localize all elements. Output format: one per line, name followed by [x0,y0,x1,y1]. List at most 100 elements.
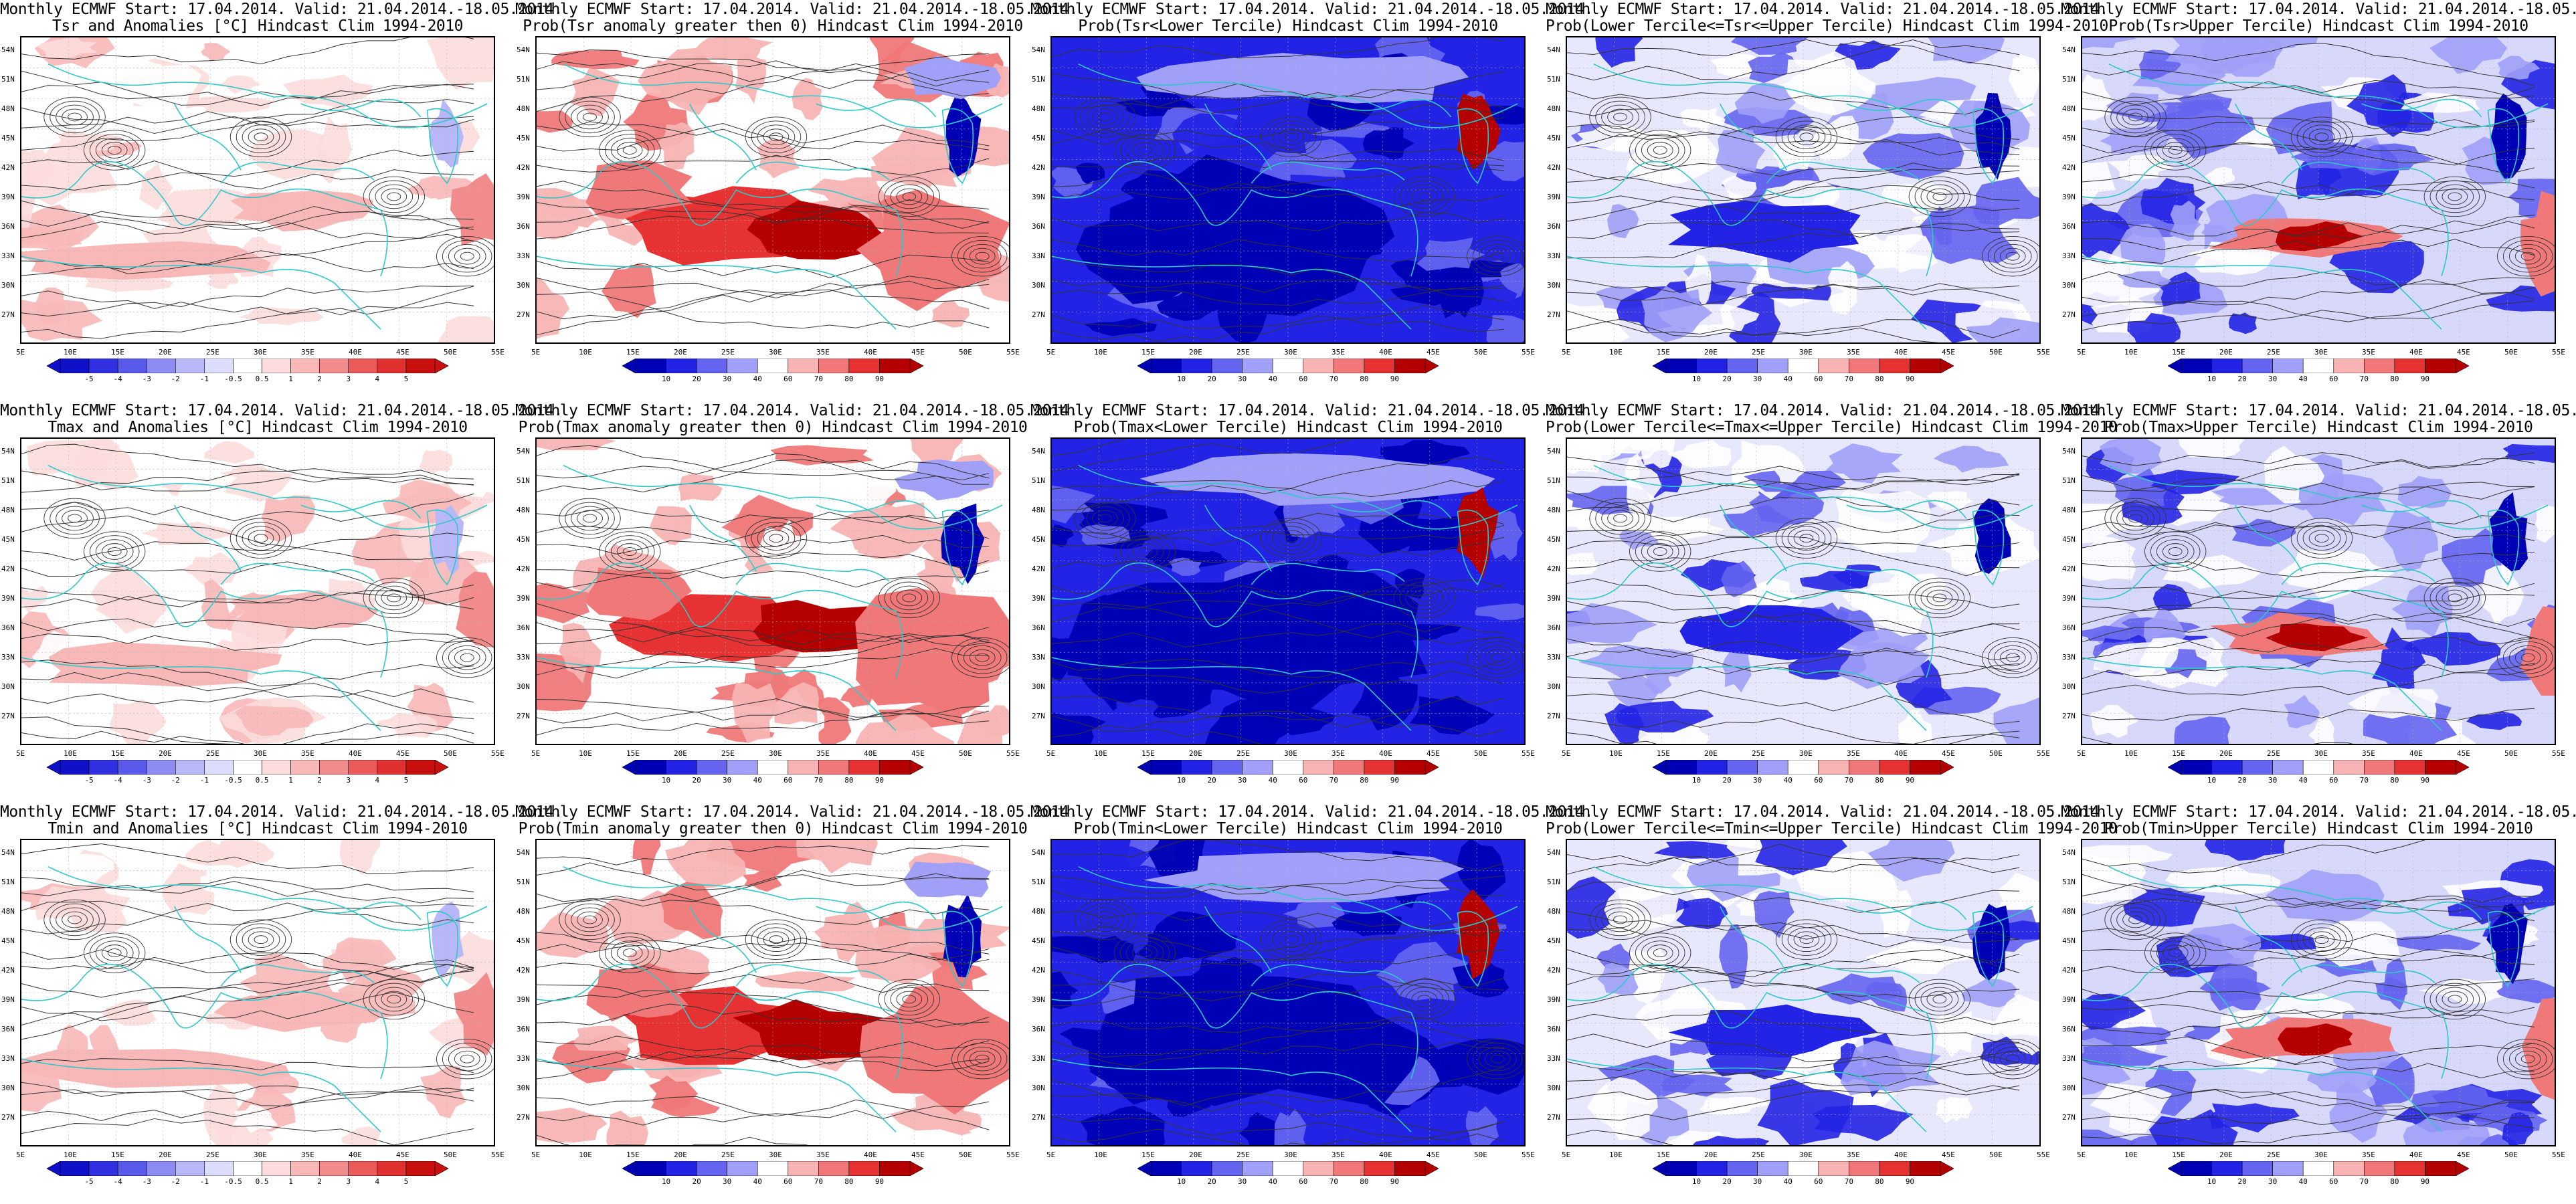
lon-label: 5E [2077,348,2086,357]
lat-label: 45N [1032,936,1045,945]
panel-title-line1: Monthly ECMWF Start: 17.04.2014. Valid: … [0,1,563,18]
lon-label: 50E [1474,749,1487,758]
colorbar-swatch [1333,1161,1365,1177]
lon-label: 25E [2267,348,2280,357]
map-panel: Monthly ECMWF Start: 17.04.2014. Valid: … [1546,803,2118,1204]
lon-label: 20E [674,348,687,357]
colorbar-tick-label: -2 [171,1177,180,1186]
lat-label: 45N [517,535,530,544]
lat-label: 51N [1547,476,1560,485]
lon-label: 45E [2457,348,2470,357]
colorbar-tick-label: 2 [317,1177,322,1186]
colorbar-swatch [1910,358,1941,374]
panel-title-line2: Prob(Tmax>Upper Tercile) Hindcast Clim 1… [2104,419,2533,436]
lat-label: 51N [1032,878,1045,886]
lat-label: 30N [517,281,530,290]
lon-label: 25E [1236,348,1250,357]
lat-label: 48N [1,104,15,113]
lat-label: 48N [1032,104,1045,113]
colorbar-tick-label: 90 [2420,1177,2430,1186]
colorbar-swatch [818,759,850,775]
colorbar-swatch [2425,1161,2456,1177]
lat-label: 30N [1547,1084,1560,1092]
colorbar-tick-label: 2 [317,776,322,785]
lat-label: 45N [1547,936,1560,945]
lon-label: 45E [1942,1150,1955,1159]
colorbar-swatch [1303,358,1334,374]
lat-label: 48N [2062,506,2076,514]
colorbar-tick-label: 70 [2359,776,2369,785]
lat-label: 27N [1032,1113,1045,1122]
colorbar-tick-label: 10 [1176,1177,1186,1186]
colorbar-swatch [2302,759,2334,775]
lat-label: 33N [1,252,15,260]
lon-label: 30E [1284,348,1297,357]
colorbar-swatch [175,759,205,775]
colorbar-swatch [1787,759,1819,775]
lat-label: 36N [1032,1025,1045,1033]
lat-label: 33N [2062,252,2076,260]
lon-label: 55E [2552,749,2565,758]
colorbar-swatch [319,358,349,374]
lon-label: 25E [1236,749,1250,758]
lon-label: 5E [2077,1150,2086,1159]
colorbar-swatch [1849,1161,1880,1177]
colorbar-swatch [290,358,320,374]
lon-label: 40E [2409,749,2423,758]
lon-label: 30E [1799,348,1813,357]
lat-label: 45N [1,936,15,945]
colorbar-tick-label: 1 [288,776,293,785]
map-panel: Monthly ECMWF Start: 17.04.2014. Valid: … [1546,401,2118,803]
lat-label: 39N [1,594,15,603]
colorbar-swatch [848,1161,880,1177]
lon-label: 5E [1046,1150,1056,1159]
colorbar-swatch [2181,759,2212,775]
colorbar-tick-label: 5 [403,776,409,785]
colorbar-swatch [146,1161,176,1177]
colorbar-tick-label: 40 [2298,776,2308,785]
map-panel: Monthly ECMWF Start: 17.04.2014. Valid: … [0,401,563,803]
lat-label: 45N [517,936,530,945]
colorbar-tick-label: 80 [1875,776,1884,785]
colorbar-tick-label: 30 [1238,776,1247,785]
lat-label: 33N [1032,252,1045,260]
colorbar-tick-label: 30 [2268,375,2278,383]
colorbar-swatch [2394,759,2425,775]
colorbar-swatch [818,1161,850,1177]
lat-label: 36N [1547,222,1560,231]
colorbar-tick-label: 70 [814,1177,823,1186]
colorbar-tick-label: 40 [753,1177,762,1186]
colorbar-swatch [262,759,291,775]
lon-label: 5E [16,1150,25,1159]
lon-label: 10E [64,348,77,357]
lat-label: 39N [2062,193,2076,201]
lat-label: 36N [1547,623,1560,632]
panel-title-line1: Monthly ECMWF Start: 17.04.2014. Valid: … [2061,402,2576,419]
lat-label: 27N [1547,1113,1560,1122]
lat-label: 27N [1,310,15,319]
lat-label: 42N [2062,565,2076,573]
map-panel: Monthly ECMWF Start: 17.04.2014. Valid: … [2061,0,2576,401]
colorbar-swatch [1211,759,1243,775]
probability-map [1050,437,1526,745]
lat-label: 48N [1032,907,1045,916]
colorbar-tick-label: 40 [753,375,762,383]
lat-label: 42N [1547,966,1560,975]
lat-label: 27N [517,310,530,319]
colorbar-swatch [1150,358,1182,374]
lon-label: 10E [64,1150,77,1159]
lon-label: 45E [396,348,409,357]
lat-label: 42N [1032,565,1045,573]
lat-label: 36N [517,1025,530,1033]
panel-title-line1: Monthly ECMWF Start: 17.04.2014. Valid: … [1546,402,2108,419]
colorbar-swatch [2394,1161,2425,1177]
colorbar [1652,358,1954,374]
lon-label: 25E [2267,749,2280,758]
lon-label: 10E [1094,1150,1107,1159]
panel-title-line1: Monthly ECMWF Start: 17.04.2014. Valid: … [2061,1,2576,18]
lat-label: 33N [1,1054,15,1063]
lon-label: 50E [2504,348,2518,357]
probability-map [1566,437,2041,745]
colorbar-tick-label: 2 [317,375,322,383]
lon-label: 35E [301,749,314,758]
